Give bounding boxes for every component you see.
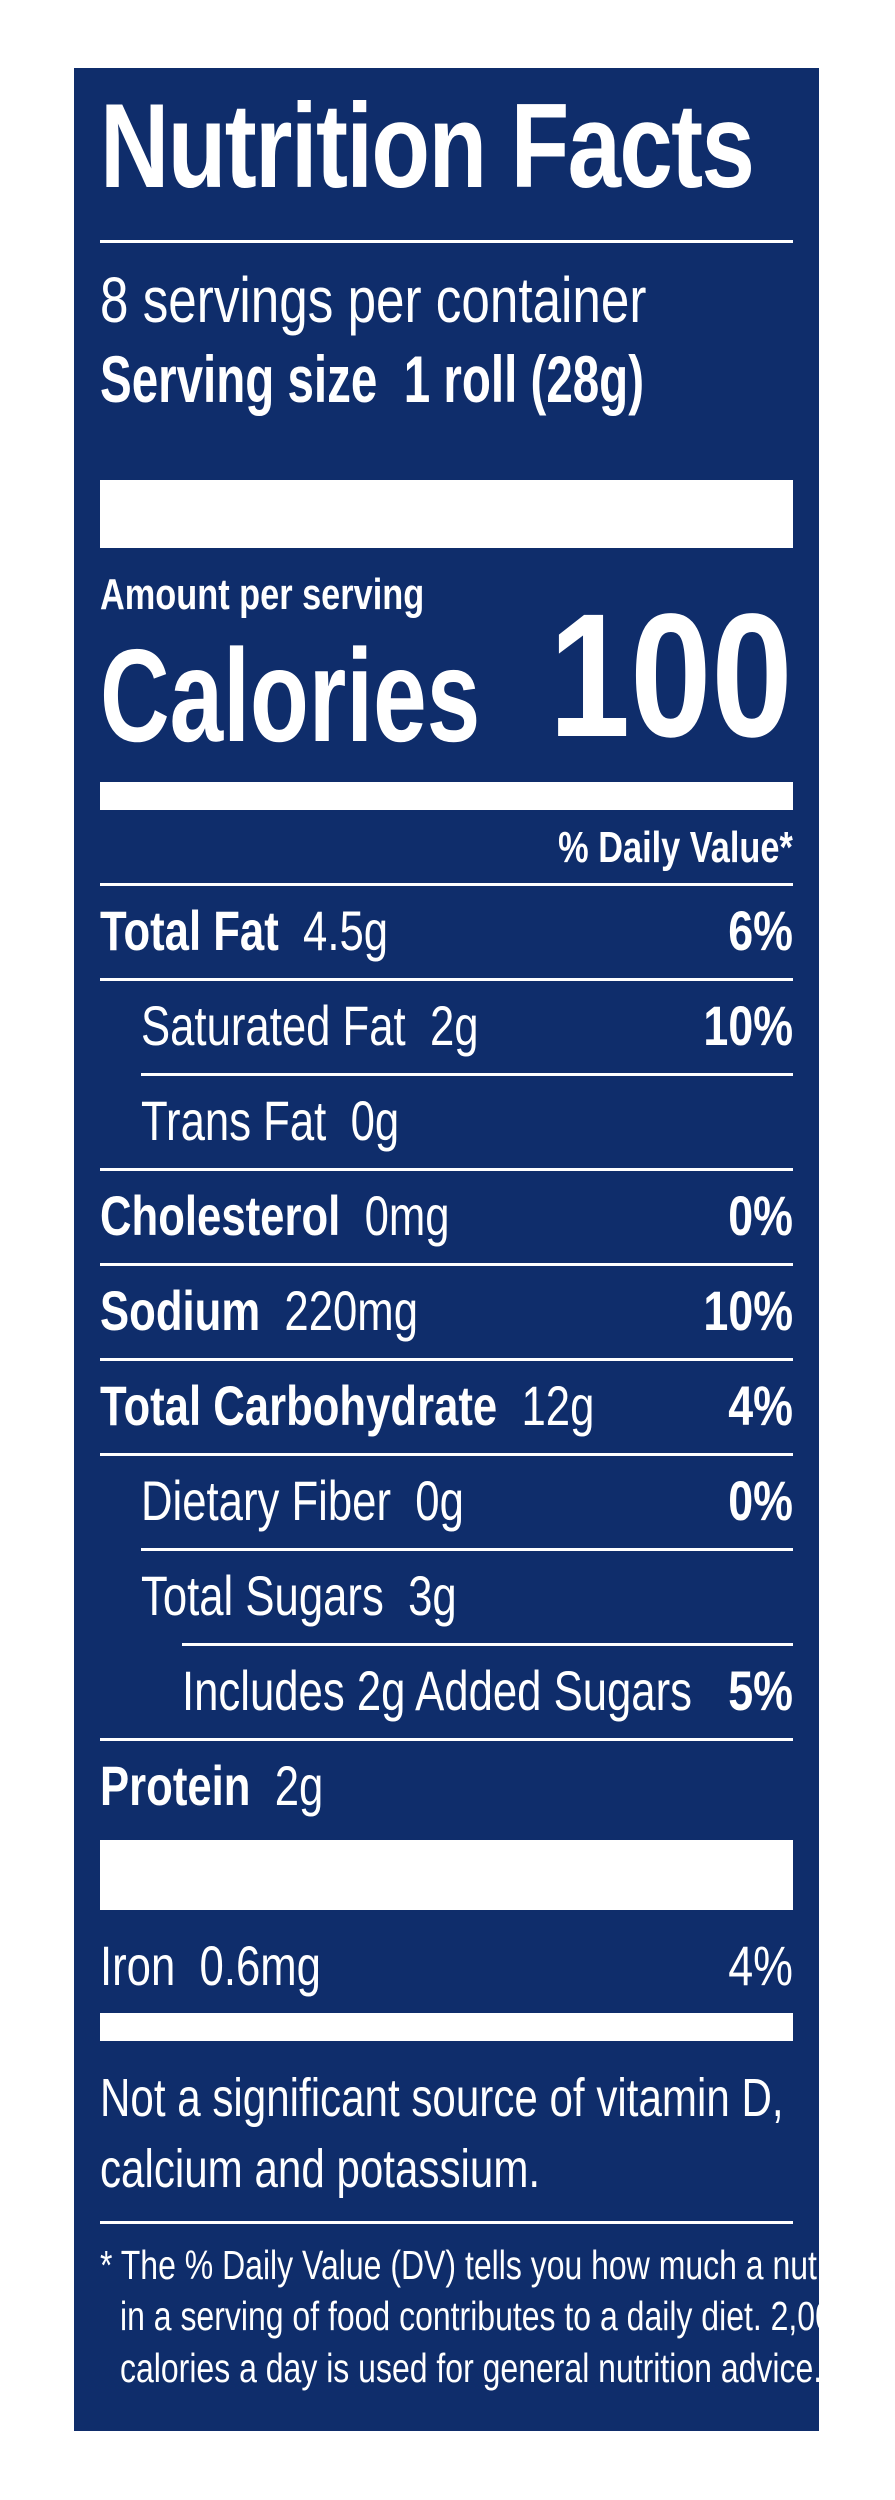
daily-value-footnote: * The % Daily Value (DV) tells you how m… (100, 2240, 895, 2394)
medium-divider (100, 782, 793, 810)
serving-size: Serving size 1 roll (28g) (100, 346, 856, 412)
calories-value-text: 100 (549, 578, 793, 774)
divider (100, 883, 793, 886)
nutrient-dv: 10% (703, 994, 793, 1057)
divider (100, 1168, 793, 1171)
nutrient-row-cholesterol: Cholesterol 0mg (100, 1188, 548, 1244)
nutrient-amount: 2g (429, 994, 479, 1057)
nutrient-row-protein: Protein 2g (100, 1758, 386, 1814)
divider (100, 1263, 793, 1266)
nutrient-dv: 4% (728, 1374, 793, 1437)
nutrient-amount: 0mg (364, 1184, 450, 1247)
divider (141, 1548, 793, 1551)
nutrient-name: Total Sugars (141, 1564, 384, 1627)
amount-per-serving: Amount per serving (100, 573, 516, 617)
label-title: Nutrition Facts (100, 86, 895, 206)
divider (182, 1643, 793, 1646)
nutrient-row-added-sugars: Includes 2g Added Sugars (182, 1663, 836, 1719)
nutrient-name: Protein (100, 1754, 251, 1817)
serving-size-value: 1 roll (28g) (403, 342, 645, 416)
nutrient-amount: 4.5g (303, 899, 389, 962)
nutrient-row-total-carbohydrate: Total Carbohydrate 12g (100, 1378, 734, 1434)
nutrient-amount: 0g (415, 1469, 464, 1532)
daily-value-header: % Daily Value* (492, 826, 793, 870)
daily-value-header-text: % Daily Value* (558, 823, 793, 872)
nutrient-name: Dietary Fiber (141, 1469, 392, 1532)
divider (100, 240, 793, 243)
thick-divider (100, 480, 793, 548)
nutrient-dv: 0% (728, 1184, 793, 1247)
divider (100, 2221, 793, 2224)
nutrient-name: Includes 2g Added Sugars (182, 1659, 692, 1722)
nutrient-row-saturated-fat: Saturated Fat 2g (141, 998, 574, 1054)
servings-per-container: 8 servings per container (100, 268, 783, 332)
nutrient-amount: 3g (408, 1564, 457, 1627)
nutrient-row-total-fat: Total Fat 4.5g (100, 903, 469, 959)
nutrient-amount: 220mg (284, 1279, 418, 1342)
nutrient-name: Sodium (100, 1279, 261, 1342)
thick-divider (100, 1840, 793, 1910)
nutrient-dv: 10% (703, 1279, 793, 1342)
calories-label: Calories (100, 630, 621, 762)
divider (141, 1073, 793, 1076)
nutrient-row-sodium: Sodium 220mg (100, 1283, 508, 1339)
nutrient-dv: 6% (728, 899, 793, 962)
nutrient-row-iron: Iron 0.6mg (100, 1938, 383, 1994)
footnote-line: calories a day is used for general nutri… (120, 2344, 823, 2391)
label-title-text: Nutrition Facts (100, 79, 755, 213)
nutrient-name: Total Carbohydrate (100, 1374, 498, 1437)
nutrient-amount: 0.6mg (199, 1934, 321, 1997)
divider (100, 1453, 793, 1456)
nutrient-row-dietary-fiber: Dietary Fiber 0g (141, 1473, 555, 1529)
nutrient-amount: 0g (350, 1089, 400, 1152)
calories-label-text: Calories (100, 622, 481, 769)
footnote-line: in a serving of food contributes to a da… (120, 2293, 851, 2340)
nutrient-dv: 5% (728, 1659, 793, 1722)
nutrient-name: Iron (100, 1934, 176, 1997)
nutrient-dv: 4% (728, 1934, 793, 1997)
not-significant-note: Not a significant source of vitamin D, c… (100, 2063, 895, 2206)
footnote-line: * The % Daily Value (DV) tells you how m… (100, 2242, 880, 2288)
nutrient-name: Saturated Fat (141, 994, 406, 1057)
amount-per-serving-text: Amount per serving (100, 570, 425, 619)
nutrient-name: Cholesterol (100, 1184, 341, 1247)
nutrition-facts-panel: Nutrition Facts 8 servings per container… (74, 68, 879, 2431)
nutrient-name: Trans Fat (141, 1089, 327, 1152)
nutrient-amount: 2g (274, 1754, 324, 1817)
not-significant-line: Not a significant source of vitamin D, (100, 2068, 784, 2128)
not-significant-line: calcium and potassium. (100, 2139, 541, 2200)
nutrient-name: Total Fat (100, 899, 279, 962)
servings-text: 8 servings per container (100, 264, 647, 336)
divider (100, 978, 793, 981)
nutrient-row-trans-fat: Trans Fat 0g (141, 1093, 472, 1149)
calories-value: 100 (499, 588, 793, 764)
nutrient-dv: 0% (728, 1469, 793, 1532)
nutrient-row-total-sugars: Total Sugars 3g (141, 1568, 546, 1624)
serving-size-label: Serving size (100, 342, 378, 416)
divider (100, 1738, 793, 1741)
divider (100, 1358, 793, 1361)
medium-divider (100, 2013, 793, 2041)
nutrient-amount: 12g (521, 1374, 595, 1437)
